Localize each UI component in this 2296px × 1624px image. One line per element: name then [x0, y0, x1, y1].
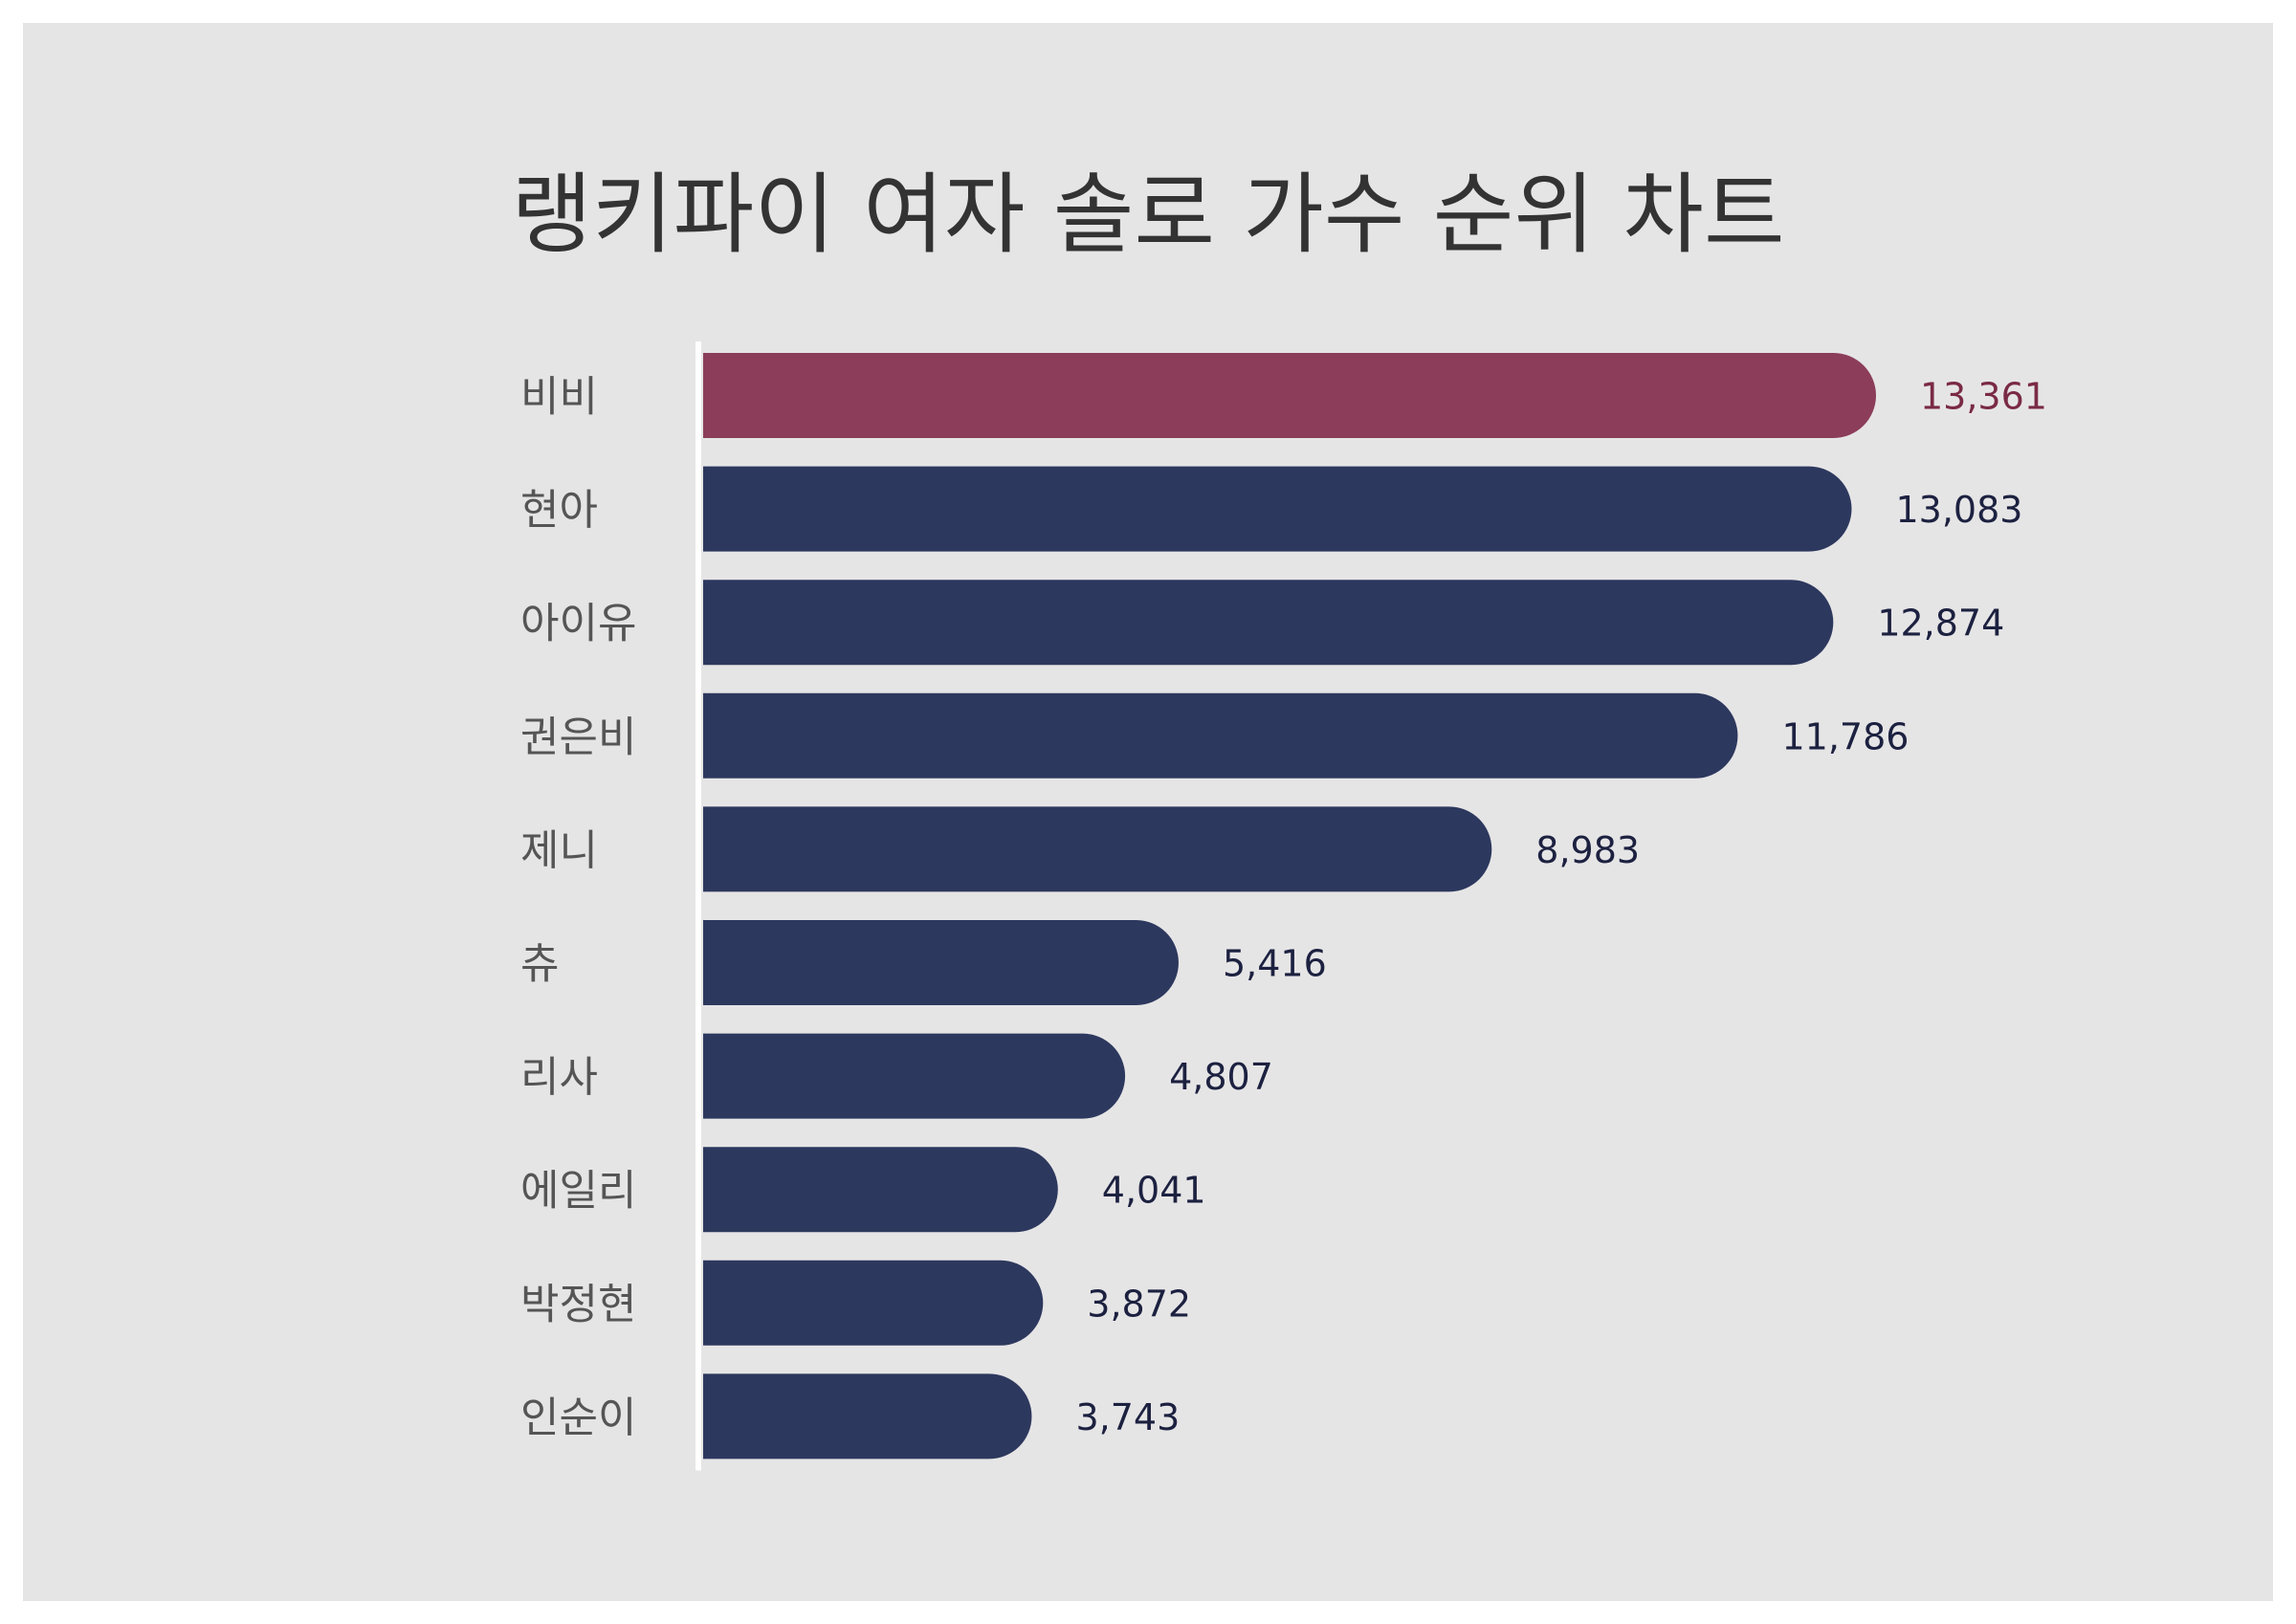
category-label: 비비 — [520, 373, 598, 422]
category-label: 제니 — [520, 826, 598, 875]
bar — [703, 1373, 1032, 1459]
bar — [703, 466, 1852, 552]
category-label: 권은비 — [520, 713, 636, 761]
category-label: 박정현 — [520, 1280, 636, 1328]
value-label: 12,874 — [1877, 603, 2004, 645]
value-label: 13,361 — [1920, 376, 2047, 418]
bar — [703, 806, 1492, 892]
bar — [703, 1147, 1058, 1233]
bar — [703, 920, 1179, 1005]
chart-title: 랭키파이 여자 솔로 가수 순위 차트 — [511, 164, 1785, 266]
value-label: 3,743 — [1075, 1396, 1180, 1438]
category-label: 아이유 — [520, 600, 636, 648]
value-label: 13,083 — [1895, 489, 2022, 531]
value-label: 11,786 — [1781, 715, 1909, 757]
value-label: 4,807 — [1169, 1056, 1273, 1098]
value-label: 3,872 — [1087, 1283, 1191, 1325]
chart-panel: 랭키파이 여자 솔로 가수 순위 차트 비비 13,361 현아 13,083 아이유 1… — [23, 23, 2273, 1601]
bar-chart: 비비 13,361 현아 13,083 아이유 12,874 권은비 11,786 제니 8,98… — [520, 341, 2047, 1471]
bar — [703, 353, 1877, 438]
value-label: 4,041 — [1102, 1170, 1206, 1212]
bar — [703, 692, 1738, 779]
y-axis-line — [695, 341, 701, 1471]
bar — [703, 1033, 1126, 1119]
category-label: 인순이 — [520, 1394, 636, 1442]
category-label: 리사 — [520, 1053, 598, 1102]
category-label: 츄 — [520, 940, 559, 989]
bar — [703, 1260, 1044, 1346]
category-label: 에일리 — [520, 1167, 636, 1216]
bar — [703, 580, 1834, 666]
value-label: 5,416 — [1223, 943, 1327, 985]
category-label: 현아 — [520, 486, 598, 535]
value-label: 8,983 — [1535, 829, 1640, 871]
